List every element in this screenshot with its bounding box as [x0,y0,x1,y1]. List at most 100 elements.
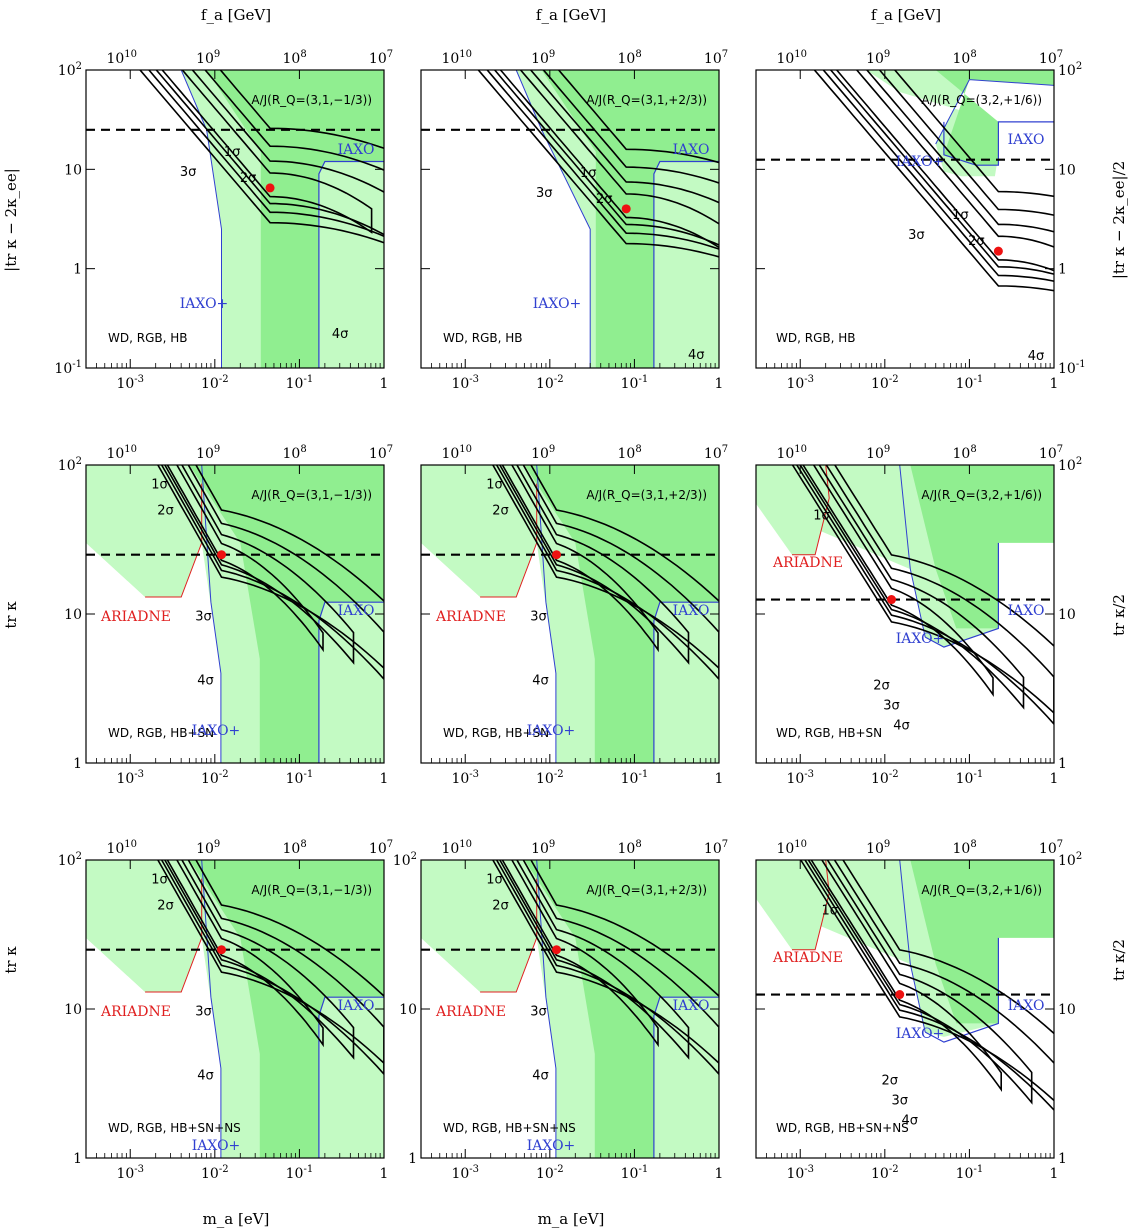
top-tick-label: 108 [617,839,641,857]
x-tick-label: 10-1 [621,1164,649,1182]
sigma-contour-1 [501,860,659,1048]
x-tick-label: 10-1 [286,769,314,787]
best-fit-point [265,183,275,193]
iaxo-plus-boundary [180,70,222,368]
sigma-contour-2 [498,465,690,665]
iaxo-plus-label: IAXO+ [896,631,945,647]
sigma-label-4: 4σ [688,348,705,363]
x-tick-label: 10-2 [871,1164,899,1182]
excluded-region [935,70,1054,166]
top-axis-label: f_a [GeV] [201,6,271,24]
sigma-contour-1 [835,70,1054,272]
sigma-contour-2 [155,70,384,236]
y-tick-label: 1 [73,756,82,772]
model-label: A/J(R_Q=(3,1,−1/3)) [251,93,372,107]
top-tick-label: 1010 [106,839,137,857]
sigma-label-4: 4σ [332,327,349,342]
top-tick-label: 107 [704,444,728,462]
bounds-label: WD, RGB, HB+SN+NS [776,1121,909,1135]
sigma-contour-3 [160,465,384,681]
sigma-label-3: 3σ [195,610,212,625]
y-tick-label: 1 [408,1151,417,1167]
x-tick-label: 10-1 [621,374,649,392]
sigma-contour-2 [807,860,1033,1105]
top-tick-label: 108 [282,49,306,67]
sigma-label-4: 4σ [197,1069,214,1084]
sigma-label-2: 2σ [157,504,174,519]
iaxo-plus-label: IAXO+ [533,296,582,312]
y-tick-label: 10 [64,1002,82,1018]
sigma-label-3: 3σ [536,186,553,201]
sigma-contour-2 [163,465,355,665]
x-tick-label: 10-1 [956,374,984,392]
y-tick-label: 102 [1058,456,1082,474]
sigma-contour-2 [498,860,690,1060]
sigma-label-4: 4σ [893,719,910,734]
top-tick-label: 109 [866,49,890,67]
sigma-label-2: 2σ [968,234,985,249]
sigma-label-4: 4σ [901,1114,918,1129]
y-tick-label: 1 [1058,756,1067,772]
x-tick-label: 10-2 [536,769,564,787]
best-fit-point [552,945,562,955]
iaxo-label: IAXO [338,998,375,1014]
iaxo-boundary [924,542,999,648]
top-tick-label: 109 [531,49,555,67]
sigma-contour-2 [493,70,719,246]
ariadne-label: ARIADNE [435,1004,506,1020]
model-label: A/J(R_Q=(3,1,−1/3)) [251,488,372,502]
sigma-label-3: 3σ [530,610,547,625]
sigma-label-1: 1σ [821,904,838,919]
iaxo-label: IAXO [673,603,710,619]
excluded-region [541,70,719,368]
best-fit-point [993,246,1003,256]
y-tick-label: 10 [399,1002,417,1018]
sigma-contour-4 [156,465,384,670]
ariadne-region [756,860,830,951]
sigma-label-3: 3σ [891,1094,908,1109]
iaxo-label: IAXO [338,142,375,158]
sigma-label-4: 4σ [532,674,549,689]
top-tick-label: 107 [1039,49,1063,67]
plot-frame [755,69,1055,369]
sigma-label-1: 1σ [151,478,168,493]
x-tick-label: 1 [1050,1166,1059,1182]
sigma-contour-3 [795,465,1054,726]
top-tick-label: 109 [196,444,220,462]
model-label: A/J(R_Q=(3,2,+1/6)) [921,93,1042,107]
sigma-label-3: 3σ [180,165,197,180]
sigma-contour-1 [161,70,373,234]
best-fit-point [217,550,227,560]
excluded-region [910,860,1054,1024]
sigma-contour-1 [499,70,719,249]
x-tick-label: 10-1 [956,769,984,787]
x-tick-label: 1 [380,771,389,787]
top-tick-label: 108 [952,839,976,857]
top-tick-label: 109 [531,839,555,857]
bounds-label: WD, RGB, HB+SN [776,726,882,740]
x-tick-label: 10-1 [956,1164,984,1182]
iaxo-label: IAXO [1008,998,1045,1014]
x-tick-label: 1 [1050,771,1059,787]
y-tick-label: 10 [64,162,82,178]
y-tick-label: 102 [58,851,82,869]
sigma-contour-3 [495,465,719,681]
top-tick-label: 108 [617,444,641,462]
panel-r3c3: 10-3 10-2 10-1 1 1010 109 108 107 1 10 102 A/J(R_Q=… [755,839,1082,1182]
x-tick-label: 10-3 [451,1164,479,1182]
y-tick-label: 10 [1058,1002,1076,1018]
top-tick-label: 108 [282,839,306,857]
bounds-label: WD, RGB, HB [443,331,523,345]
ariadne-region [421,465,538,598]
panel-r1c1: 10-3 10-2 10-1 1 1010 109 108 107 10-1 1 10 102 A/J(… [54,49,393,392]
bottom-axis-label: m_a [eV] [203,1210,270,1228]
top-tick-label: 108 [952,49,976,67]
sigma-label-2: 2σ [596,192,613,207]
sigma-contour-4 [491,465,719,670]
top-tick-label: 107 [369,839,393,857]
top-tick-label: 107 [1039,444,1063,462]
iaxo-plus-label: IAXO+ [527,1138,576,1154]
iaxo-boundary [653,160,719,368]
panel-r3c2: 10-3 10-2 10-1 1 1010 109 108 107 1 10 102 A/J(R_Q=… [393,839,728,1182]
excluded-region [206,70,384,368]
